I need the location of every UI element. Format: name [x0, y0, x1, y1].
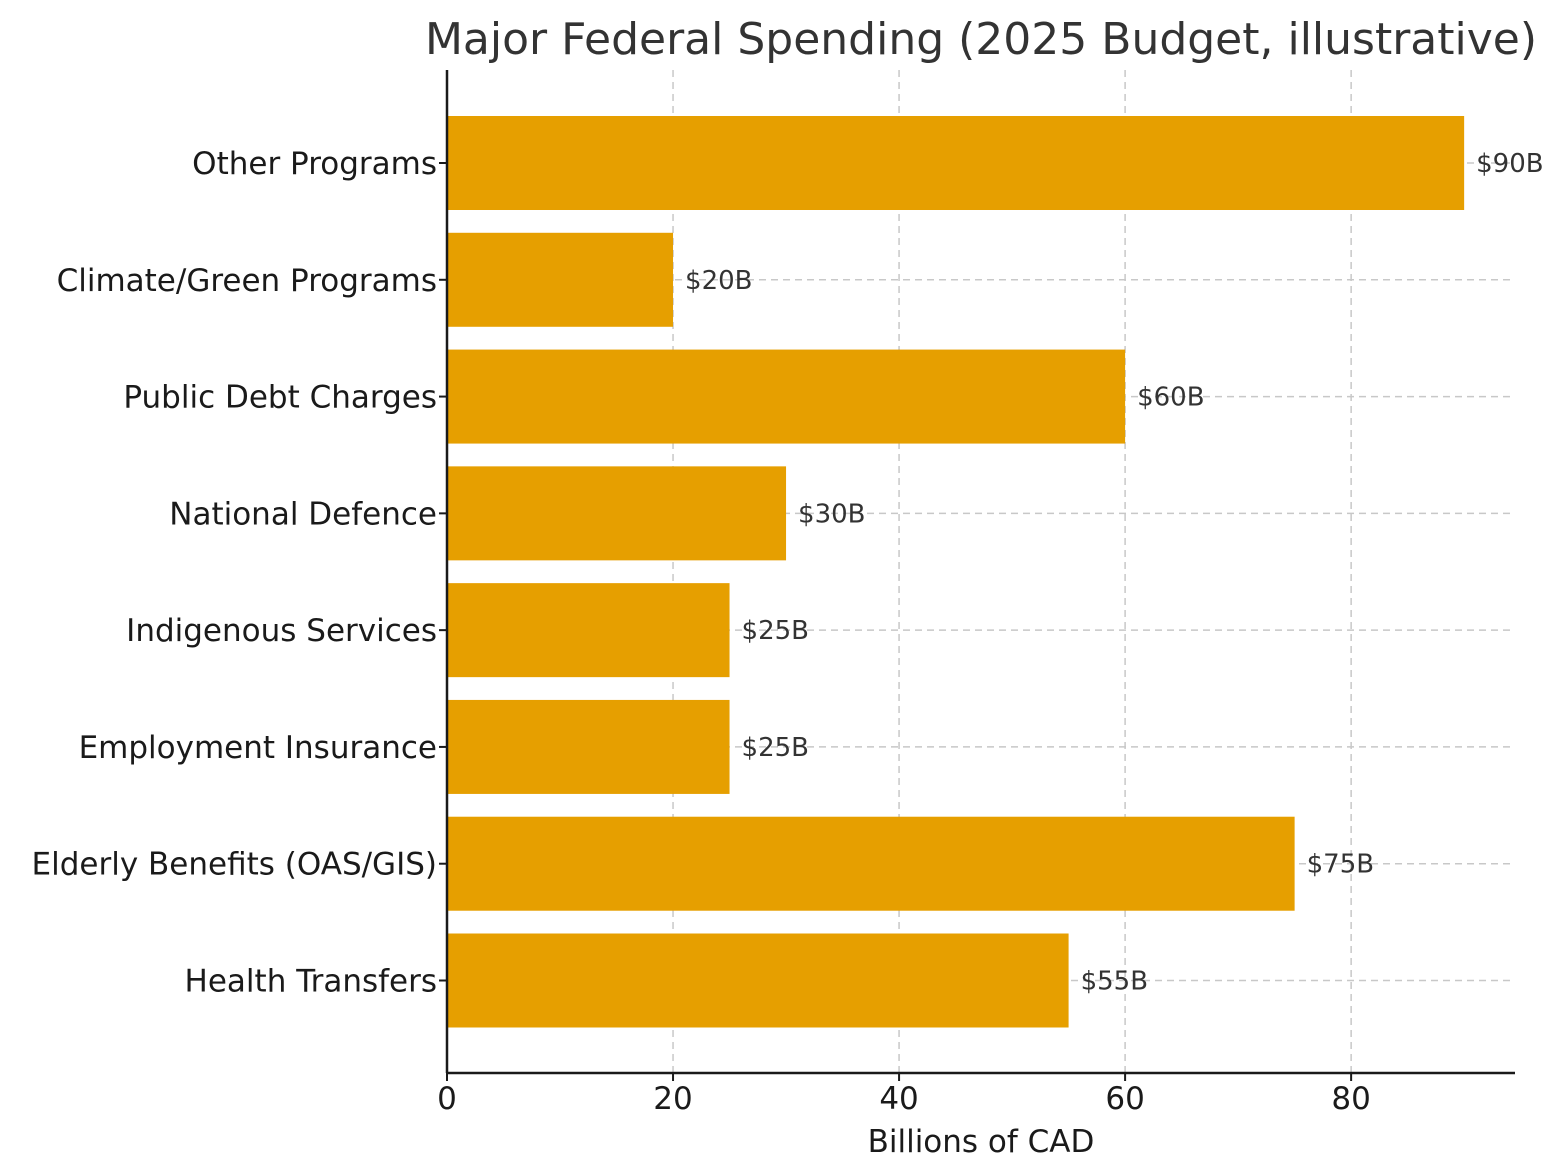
axes-layer: [439, 70, 1515, 1081]
grid-layer: [447, 70, 1515, 1073]
data-label: $20B: [685, 266, 752, 296]
bars-layer: [447, 116, 1465, 1028]
labels-layer: 0 20 40 60 80 Health Transfers Elderly Benefit…: [32, 146, 1544, 1117]
data-label: $55B: [1081, 967, 1148, 997]
chart-title: Major Federal Spending (2025 Budget, ill…: [425, 14, 1537, 65]
bar: [447, 933, 1069, 1028]
category-label: National Defence: [169, 496, 437, 532]
bar: [447, 349, 1126, 444]
data-label: $25B: [742, 733, 809, 763]
x-tick-label: 80: [1331, 1081, 1370, 1117]
x-axis-title: Billions of CAD: [868, 1124, 1095, 1160]
category-label: Elderly Benefits (OAS/GIS): [32, 847, 437, 883]
data-label: $25B: [742, 616, 809, 646]
category-label: Public Debt Charges: [123, 380, 437, 416]
category-label: Other Programs: [192, 146, 437, 182]
bar: [447, 699, 730, 794]
bar: [447, 466, 787, 561]
category-label: Climate/Green Programs: [57, 263, 437, 299]
x-tick-label: 40: [879, 1081, 918, 1117]
x-tick-label: 60: [1105, 1081, 1144, 1117]
data-label: $75B: [1307, 850, 1374, 880]
bar: [447, 583, 730, 678]
data-label: $90B: [1476, 149, 1543, 179]
x-tick-label: 0: [437, 1081, 457, 1117]
category-label: Employment Insurance: [79, 730, 437, 766]
bar: [447, 116, 1465, 210]
bar: [447, 816, 1295, 911]
x-tick-label: 20: [653, 1081, 692, 1117]
data-label: $60B: [1137, 383, 1204, 413]
category-label: Health Transfers: [185, 964, 437, 1000]
data-label: $30B: [798, 499, 865, 529]
category-label: Indigenous Services: [126, 613, 437, 649]
bar: [447, 232, 674, 327]
